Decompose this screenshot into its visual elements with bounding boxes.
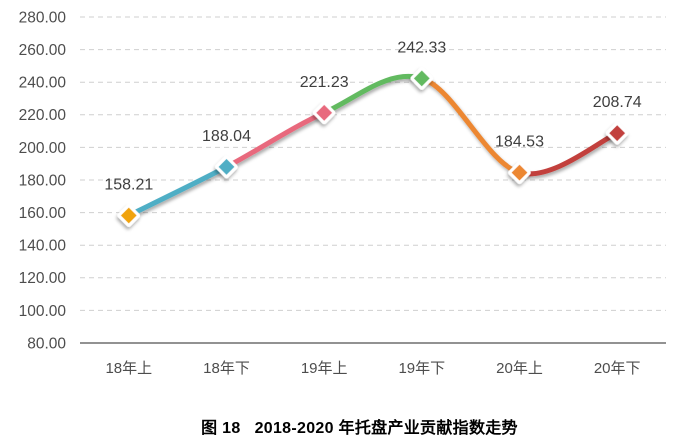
y-axis-tick-label: 280.00: [19, 9, 67, 26]
line-segment: [224, 110, 327, 170]
data-point-marker: [605, 121, 629, 145]
x-axis-tick-label: 19年上: [301, 360, 348, 377]
y-axis-tick-label: 100.00: [19, 303, 67, 320]
data-point-label: 158.21: [104, 177, 153, 194]
y-axis-tick-label: 140.00: [19, 238, 67, 255]
line-chart: 280.00 260.00 240.00 220.00 200.00 180.00 160.…: [19, 9, 666, 377]
data-point-marker: [410, 67, 434, 90]
figure-caption-title: 2018-2020 年托盘产业贡献指数走势: [254, 420, 518, 437]
x-axis-tick-label: 18年上: [105, 360, 152, 377]
x-axis-tick-label: 20年下: [594, 360, 641, 377]
data-point-marker: [312, 101, 336, 125]
figure-caption: 图 18 2018-2020 年托盘产业贡献指数走势: [0, 396, 700, 437]
y-axis-tick-label: 240.00: [19, 75, 67, 92]
y-axis-tick-label: 80.00: [27, 335, 66, 352]
y-axis-tick-label: 180.00: [19, 172, 67, 189]
figure-caption-number: 图 18: [201, 420, 241, 437]
data-point-label: 221.23: [300, 74, 349, 91]
data-point-marker: [508, 161, 531, 184]
y-axis-tick-label: 120.00: [19, 270, 67, 287]
x-axis-tick-label: 18年下: [203, 360, 250, 377]
x-axis-tick-label: 20年上: [496, 360, 543, 377]
data-point-label: 184.53: [495, 134, 544, 151]
y-axis-tick-label: 220.00: [19, 107, 67, 124]
data-point-label: 242.33: [397, 39, 446, 56]
data-point-marker: [117, 204, 141, 227]
x-axis-tick-label: 19年下: [398, 360, 445, 377]
data-point-label: 208.74: [593, 94, 642, 111]
y-axis-tick-label: 260.00: [19, 42, 67, 59]
data-point-marker: [215, 155, 238, 179]
data-point-label: 188.04: [202, 128, 251, 145]
line-segment: [419, 75, 522, 176]
y-axis-tick-label: 200.00: [19, 140, 67, 157]
y-axis-tick-label: 160.00: [19, 205, 67, 222]
chart-canvas: 280.00 260.00 240.00 220.00 200.00 180.00 160.…: [19, 9, 666, 377]
